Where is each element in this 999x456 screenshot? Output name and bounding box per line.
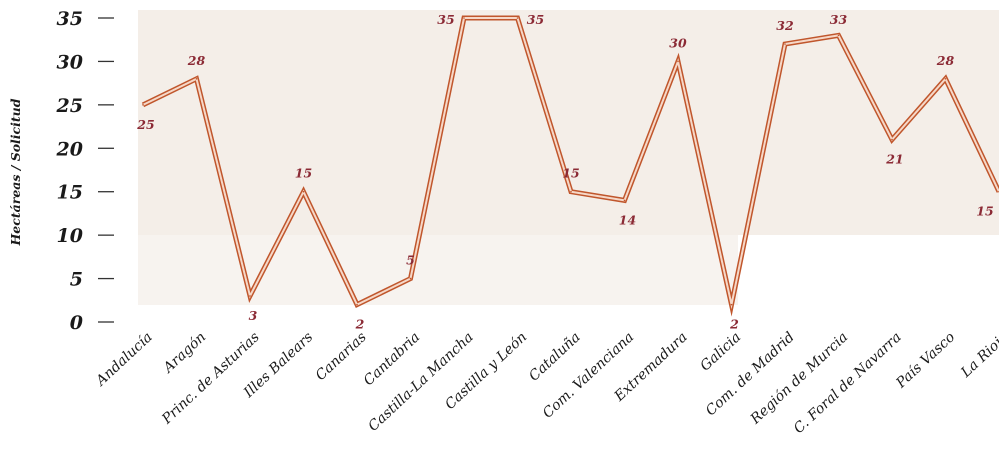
data-point bbox=[891, 138, 893, 141]
x-tick-label: Aragón bbox=[159, 329, 209, 377]
data-point bbox=[195, 78, 198, 80]
data-point bbox=[302, 190, 305, 193]
background-band-lower bbox=[138, 235, 738, 305]
data-label: 2 bbox=[355, 317, 365, 332]
y-axis: 0 5 10 15 20 25 30 35 bbox=[56, 8, 114, 334]
y-tick-label: 35 bbox=[57, 8, 83, 30]
data-point bbox=[356, 303, 358, 306]
data-point bbox=[249, 295, 251, 297]
data-label: 15 bbox=[295, 166, 312, 181]
data-point bbox=[463, 17, 465, 19]
x-tick-label: Región de Murcia bbox=[747, 329, 851, 428]
data-point bbox=[837, 34, 840, 37]
y-tick-label: 30 bbox=[57, 51, 83, 73]
background-band-upper bbox=[138, 10, 999, 235]
data-label: 35 bbox=[437, 12, 454, 27]
x-tick-label: C. Foral de Navarra bbox=[791, 329, 905, 437]
y-tick-label: 25 bbox=[56, 95, 83, 117]
data-point bbox=[677, 60, 679, 63]
x-tick-label: Galicia bbox=[697, 329, 744, 374]
data-point bbox=[142, 104, 144, 106]
data-point bbox=[516, 17, 519, 19]
y-tick-label: 0 bbox=[70, 312, 83, 334]
y-tick-label: 20 bbox=[56, 138, 83, 160]
x-tick-label: Castilla-La Mancha bbox=[365, 329, 476, 434]
data-line bbox=[141, 15, 999, 317]
data-label: 35 bbox=[527, 12, 544, 27]
data-point bbox=[730, 303, 733, 306]
data-label: 28 bbox=[936, 53, 955, 68]
x-tick-label: Princ. de Asturias bbox=[158, 329, 262, 428]
data-label: 3 bbox=[249, 308, 258, 323]
data-label: 21 bbox=[885, 152, 903, 167]
y-tick-label: 5 bbox=[70, 269, 83, 291]
data-label: 33 bbox=[830, 12, 848, 27]
x-tick-label: La Rioja bbox=[957, 329, 999, 381]
x-tick-label: Com. Valenciana bbox=[540, 329, 637, 421]
data-label: 14 bbox=[619, 212, 636, 227]
data-point bbox=[570, 190, 572, 193]
y-tick-label: 10 bbox=[57, 225, 83, 247]
data-point bbox=[623, 199, 626, 202]
data-point bbox=[784, 43, 786, 45]
y-axis-label: Hectáreas / Solicitud bbox=[8, 98, 23, 246]
x-tick-label: Com. de Madrid bbox=[703, 329, 798, 419]
data-label: 5 bbox=[406, 253, 415, 268]
y-tick-label: 15 bbox=[57, 182, 83, 204]
data-label: 15 bbox=[976, 204, 993, 219]
data-label: 15 bbox=[562, 166, 579, 181]
data-label: 25 bbox=[136, 117, 154, 132]
x-tick-label: Andalucía bbox=[92, 329, 156, 390]
data-label: 2 bbox=[729, 317, 739, 332]
data-point bbox=[409, 277, 412, 280]
data-label: 28 bbox=[187, 53, 206, 68]
data-label: 32 bbox=[776, 18, 794, 33]
data-label: 30 bbox=[669, 35, 687, 50]
data-point bbox=[944, 78, 947, 80]
